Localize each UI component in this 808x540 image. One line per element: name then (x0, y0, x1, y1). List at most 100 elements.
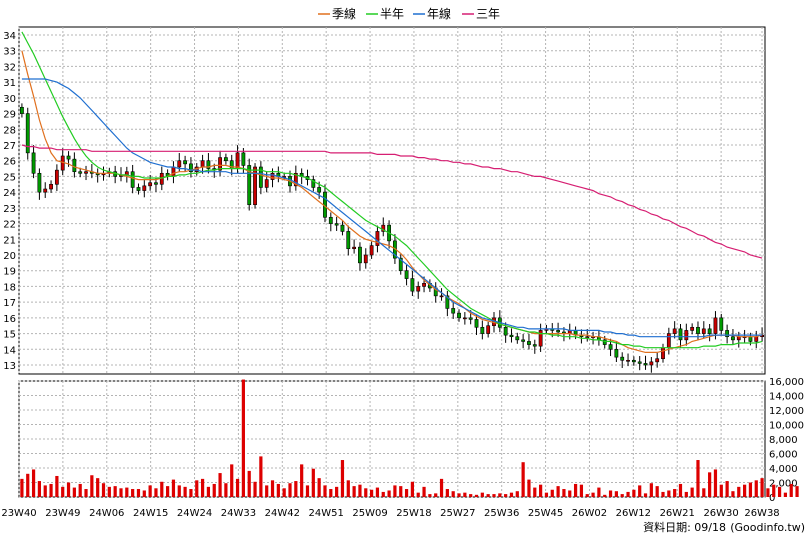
volume-bar (148, 485, 152, 497)
x-tick-label: 24W24 (177, 508, 212, 519)
volume-tick-label: 16,000 (769, 377, 804, 388)
volume-bar (573, 483, 578, 497)
x-tick-label: 26W21 (660, 508, 695, 519)
volume-bar (515, 491, 519, 497)
volume-bar (26, 473, 30, 497)
volume-bar (364, 488, 368, 497)
volume-bar (323, 485, 327, 497)
candle (527, 333, 531, 350)
volume-bar (731, 491, 735, 497)
volume-bar (55, 475, 59, 497)
price-tick-label: 16 (3, 314, 16, 325)
legend-item-3: 三年 (462, 7, 500, 21)
volume-bar (708, 472, 712, 497)
candle (381, 217, 386, 237)
volume-bar (509, 492, 514, 497)
price-tick-label: 18 (3, 282, 16, 293)
volume-bar (346, 480, 350, 497)
candle (43, 182, 48, 198)
x-tick-label: 26W30 (703, 508, 738, 519)
volume-bar (498, 493, 502, 497)
volume-bar (90, 475, 94, 497)
volume-bar (177, 485, 181, 497)
x-tick-label: 24W51 (309, 508, 344, 519)
volume-bar (200, 478, 205, 497)
volume-bar (31, 469, 36, 497)
candle (445, 290, 450, 317)
volume-bar (253, 481, 257, 497)
volume-bar (638, 485, 642, 497)
volume-bar (428, 494, 432, 497)
volume-bar (568, 490, 572, 497)
volume-bar (49, 483, 53, 497)
price-tick-label: 17 (3, 298, 16, 309)
volume-bar (655, 486, 659, 497)
volume-bar (480, 492, 484, 497)
volume-bar (61, 486, 65, 497)
price-tick-label: 33 (3, 47, 16, 58)
volume-bar (381, 491, 385, 497)
volume-bar (189, 489, 193, 497)
legend-item-2: 年線 (413, 6, 451, 21)
volume-bar (329, 489, 333, 497)
candle (37, 168, 42, 200)
candle (614, 341, 619, 363)
volume-bar (469, 494, 473, 497)
volume-bar (789, 483, 793, 497)
price-tick-label: 23 (3, 204, 16, 215)
x-tick-label: 25W18 (396, 508, 431, 519)
volume-bar (719, 484, 723, 497)
candle (486, 321, 491, 338)
volume-bar (335, 486, 339, 497)
volume-bar (643, 493, 648, 497)
volume-bar (585, 494, 589, 497)
candle (404, 264, 409, 286)
volume-bar (311, 468, 315, 497)
volume-bar (270, 480, 275, 497)
volume-bar (451, 491, 455, 497)
price-tick-label: 21 (3, 235, 16, 246)
price-tick-label: 15 (3, 330, 16, 341)
volume-bar (486, 494, 490, 497)
volume-bar (632, 489, 636, 497)
volume-tick-label: 10,000 (769, 421, 804, 432)
volume-bar (259, 456, 263, 497)
candle (684, 323, 689, 346)
volume-bar (754, 480, 758, 497)
volume-bar (684, 491, 688, 497)
volume-bar (603, 494, 607, 497)
volume-bar (504, 494, 508, 497)
volume-bar (544, 492, 549, 497)
candle (398, 254, 403, 275)
candle (20, 103, 24, 118)
candle (631, 356, 636, 366)
candle (725, 324, 730, 344)
footer-source-label[interactable]: (Goodinfo.tw) (730, 521, 805, 534)
volume-bar (66, 482, 71, 497)
ma-line-0 (21, 50, 763, 353)
volume-bar (352, 486, 356, 497)
volume-bar (183, 486, 187, 497)
legend-item-0: 季線 (318, 6, 356, 21)
candle (369, 241, 374, 259)
volume-bar (772, 484, 776, 497)
candle (451, 301, 456, 319)
candle (707, 323, 712, 342)
ma-line-2 (21, 78, 763, 338)
volume-bar (474, 494, 479, 497)
volume-bar (235, 478, 240, 497)
volume-bar (457, 493, 461, 497)
candle (690, 323, 695, 335)
candle (136, 183, 141, 195)
candle (731, 329, 735, 345)
volume-bar (375, 487, 380, 497)
volume-bar (399, 486, 403, 497)
volume-bar (72, 487, 76, 497)
volume-tick-label: 12,000 (769, 406, 804, 417)
x-tick-label: 26W02 (572, 508, 607, 519)
volume-tick-label: 2,000 (769, 479, 798, 490)
price-tick-label: 34 (3, 31, 16, 42)
volume-bar (737, 486, 741, 497)
volume-bar (766, 488, 770, 497)
volume-bar (96, 478, 100, 497)
